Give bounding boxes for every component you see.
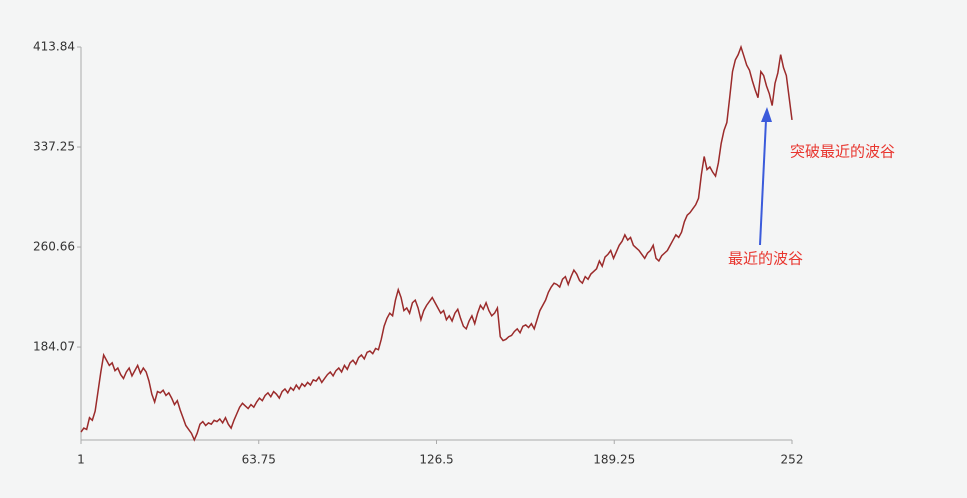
y-tick-label: 413.84 bbox=[33, 40, 75, 54]
x-tick-label: 126.5 bbox=[419, 453, 453, 467]
line bbox=[80, 44, 793, 442]
x-tick-label: 252 bbox=[781, 453, 804, 467]
arrow-head bbox=[761, 107, 772, 122]
x-tick-label: 1 bbox=[77, 453, 85, 467]
y-tick-label: 260.66 bbox=[33, 240, 75, 254]
y-tick-label: 184.07 bbox=[33, 340, 75, 354]
y-tick-label: 337.25 bbox=[33, 140, 75, 154]
arrow bbox=[759, 119, 767, 246]
annotation: 最近的波谷 bbox=[728, 250, 803, 268]
annotation: 突破最近的波谷 bbox=[790, 143, 895, 161]
x-tick-label: 189.25 bbox=[593, 453, 635, 467]
x-tick-label: 63.75 bbox=[242, 453, 276, 467]
